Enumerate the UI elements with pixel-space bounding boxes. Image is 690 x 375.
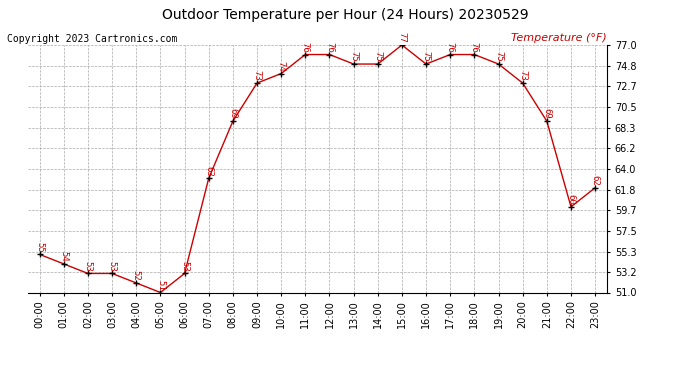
Text: 69: 69 <box>228 108 237 119</box>
Text: 73: 73 <box>253 70 262 81</box>
Text: 75: 75 <box>349 51 358 62</box>
Text: 75: 75 <box>373 51 382 62</box>
Text: Copyright 2023 Cartronics.com: Copyright 2023 Cartronics.com <box>7 34 177 44</box>
Text: 60: 60 <box>566 194 575 205</box>
Text: 63: 63 <box>204 166 213 176</box>
Text: 62: 62 <box>591 175 600 186</box>
Text: 76: 76 <box>446 42 455 52</box>
Text: 76: 76 <box>470 42 479 52</box>
Text: 55: 55 <box>35 242 44 252</box>
Text: 53: 53 <box>108 261 117 272</box>
Text: 77: 77 <box>397 32 406 43</box>
Text: 76: 76 <box>325 42 334 52</box>
Text: 73: 73 <box>518 70 527 81</box>
Text: 76: 76 <box>301 42 310 52</box>
Text: 74: 74 <box>277 61 286 72</box>
Text: 75: 75 <box>422 51 431 62</box>
Text: 51: 51 <box>156 280 165 291</box>
Text: 54: 54 <box>59 251 68 262</box>
Text: 53: 53 <box>83 261 92 272</box>
Text: 52: 52 <box>132 270 141 281</box>
Text: 69: 69 <box>542 108 551 119</box>
Text: 75: 75 <box>494 51 503 62</box>
Text: Temperature (°F): Temperature (°F) <box>511 33 607 42</box>
Text: 53: 53 <box>180 261 189 272</box>
Text: Outdoor Temperature per Hour (24 Hours) 20230529: Outdoor Temperature per Hour (24 Hours) … <box>161 8 529 21</box>
